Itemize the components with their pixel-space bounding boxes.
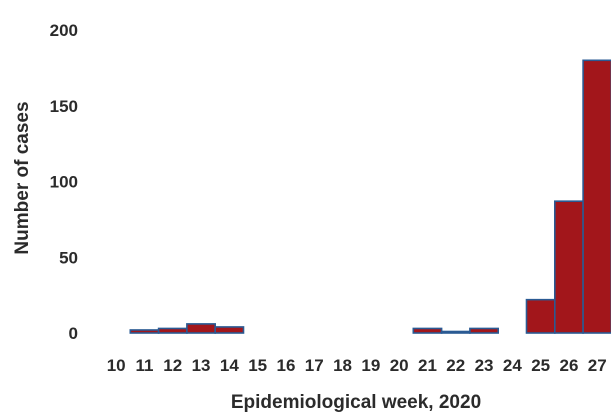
x-tick-label: 12	[163, 356, 182, 375]
y-tick-label: 50	[59, 248, 78, 267]
x-tick-label: 26	[559, 356, 578, 375]
bar-week-14	[214, 326, 245, 334]
y-tick-label: 200	[50, 21, 78, 40]
bar-week-13	[186, 323, 216, 334]
bar-week-23	[469, 327, 499, 334]
x-tick-label: 11	[135, 356, 153, 375]
y-tick-label: 100	[50, 173, 78, 192]
x-tick-label: 21	[418, 356, 437, 375]
x-axis-ticks: 10 11 12 13 14 15 16 17 18 19 20 21 22 23 24 25 26 27	[107, 356, 607, 375]
x-tick-label: 19	[361, 356, 380, 375]
y-axis-title: Number of cases	[12, 101, 33, 254]
bar-week-22	[440, 330, 471, 334]
bar-week-11	[129, 329, 160, 334]
y-axis-ticks: 0 50 100 150 200	[50, 21, 78, 343]
bar-week-26	[553, 200, 584, 334]
x-tick-label: 27	[588, 356, 607, 375]
x-tick-label: 24	[503, 356, 522, 375]
bar-week-25	[525, 298, 556, 334]
bar-week-21	[412, 327, 443, 334]
x-tick-label: 16	[276, 356, 295, 375]
x-tick-label: 14	[220, 356, 239, 375]
bar-week-12	[157, 327, 188, 334]
x-tick-label: 15	[248, 356, 267, 375]
y-tick-label: 150	[50, 97, 78, 116]
x-tick-label: 22	[446, 356, 465, 375]
x-tick-label: 25	[531, 356, 550, 375]
x-axis-title: Epidemiological week, 2020	[231, 392, 481, 413]
x-tick-label: 23	[475, 356, 494, 375]
x-tick-label: 17	[305, 356, 324, 375]
x-tick-label: 10	[107, 356, 126, 375]
x-tick-label: 13	[192, 356, 211, 375]
x-tick-label: 20	[390, 356, 409, 375]
bar-week-27	[582, 59, 611, 334]
y-tick-label: 0	[69, 324, 78, 343]
x-tick-label: 18	[333, 356, 352, 375]
bars	[129, 59, 611, 334]
